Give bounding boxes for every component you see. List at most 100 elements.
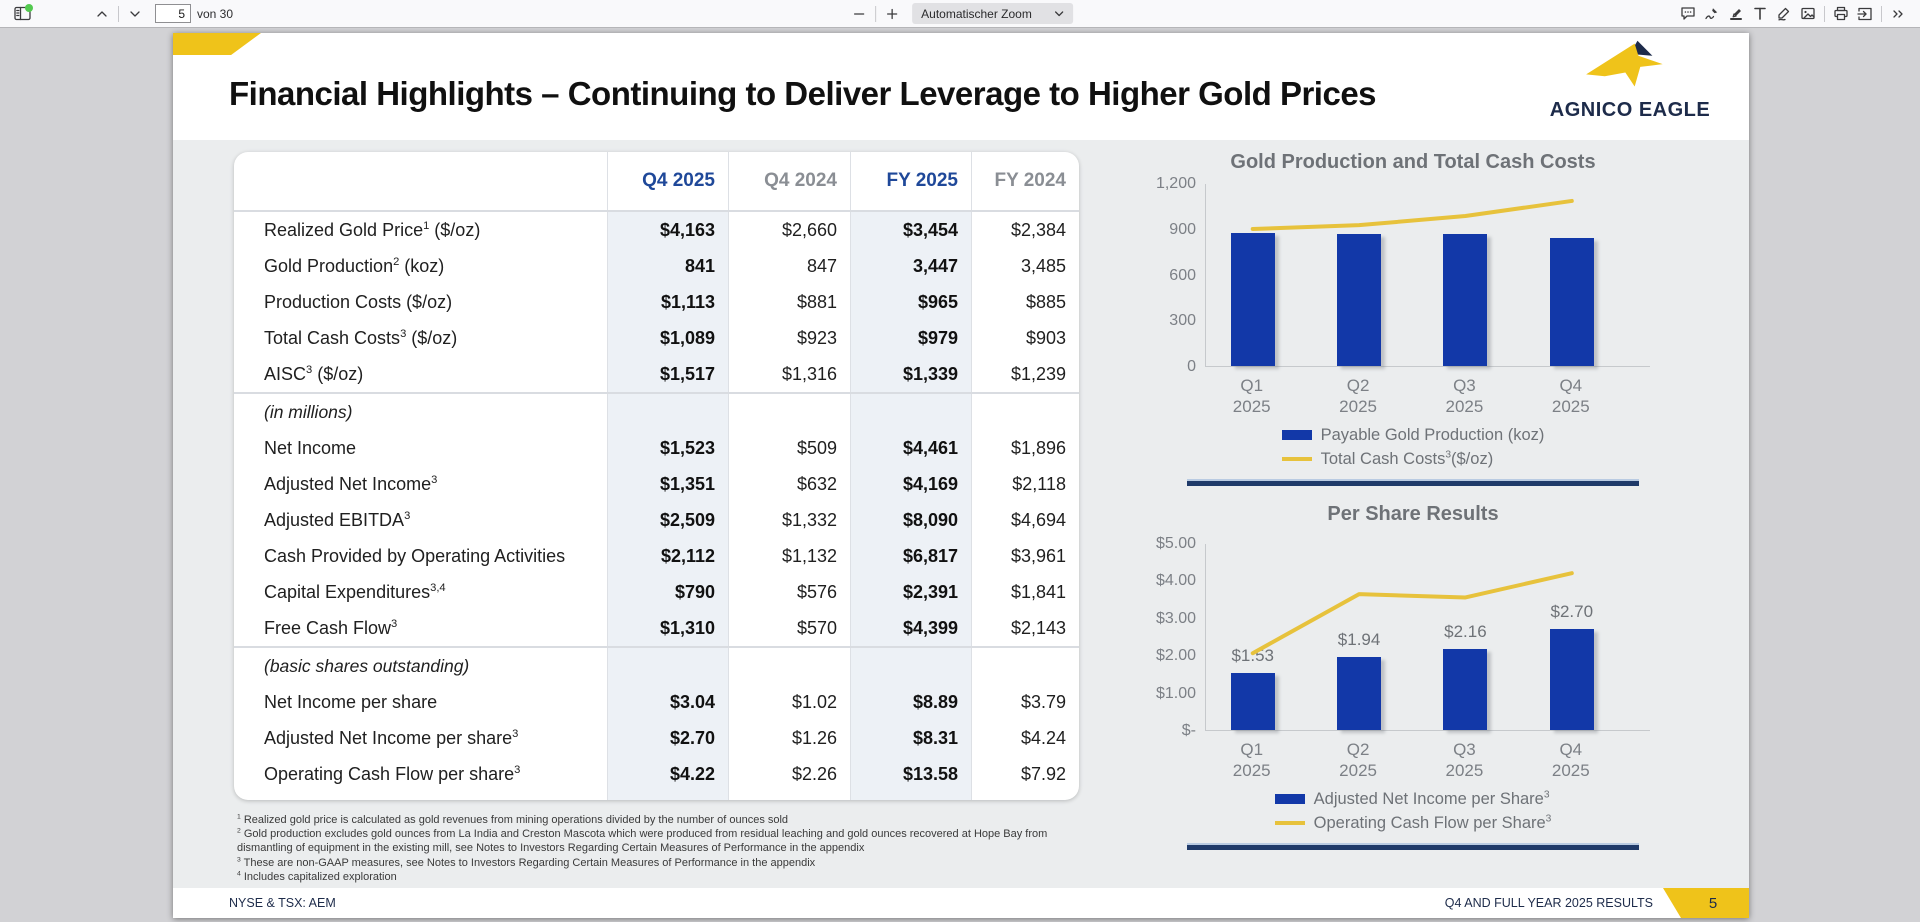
footnote: 3 These are non-GAAP measures, see Notes…: [237, 855, 816, 869]
row-label: Adjusted EBITDA3: [264, 509, 411, 530]
x-axis-labels: Q1 2025 Q2 2025 Q3 2025 Q4 2025: [1205, 731, 1650, 781]
table-cell: $903: [1025, 327, 1066, 348]
row-label: Net Income: [264, 437, 357, 458]
table-cell: $979: [917, 327, 958, 348]
table-cell: $7.92: [1020, 763, 1066, 784]
table-cell: $965: [917, 291, 958, 312]
toggle-sidebar-button[interactable]: [10, 2, 34, 26]
highlighter-icon: [1730, 9, 1742, 20]
plot-area: 0 300 600 900 1,200: [1156, 175, 1650, 375]
row-label: Realized Gold Price1 ($/oz): [264, 219, 481, 240]
chart-legend: Payable Gold Production (koz) Total Cash …: [1153, 423, 1673, 471]
table-cell: $1,310: [659, 617, 715, 638]
line-series: [1250, 198, 1574, 231]
table-cell: $4,461: [902, 437, 958, 458]
comment-tool-button[interactable]: [1676, 2, 1700, 26]
y-axis-tick-label: $4.00: [1155, 572, 1196, 590]
legend-item: Adjusted Net Income per Share3: [1274, 787, 1552, 811]
notification-dot-icon: [25, 3, 33, 12]
table-cell: $881: [796, 291, 837, 312]
column-shading: [851, 212, 971, 800]
table-cell: $2.70: [669, 727, 715, 748]
table-cell: $1,089: [659, 327, 715, 348]
row-label: Free Cash Flow3: [264, 617, 398, 638]
save-button[interactable]: [1853, 2, 1877, 26]
table-cell: $1,896: [1010, 437, 1066, 458]
x-axis-tick-label: Q1 2025: [1232, 376, 1271, 417]
image-tool-button[interactable]: [1796, 2, 1820, 26]
toolbar-separator: [875, 5, 877, 22]
table-cell: 847: [806, 255, 837, 276]
table-row: Adjusted Net Income per share3 $2.70 $1.26…: [234, 720, 1079, 756]
more-tools-button[interactable]: [1886, 2, 1910, 26]
y-axis-tick-label: 0: [1187, 358, 1196, 375]
table-section-divider: [234, 646, 1079, 648]
eagle-icon: [1586, 40, 1663, 87]
y-axis-tick-label: $3.00: [1155, 609, 1196, 627]
table-cell: $2,143: [1010, 617, 1066, 638]
zoom-level-select[interactable]: Automatischer Zoom: [912, 3, 1073, 24]
signature-tool-button[interactable]: [1700, 2, 1724, 26]
table-cell: $2,118: [1012, 473, 1066, 494]
text-tool-button[interactable]: [1748, 2, 1772, 26]
bar: [1443, 234, 1488, 366]
print-button[interactable]: [1829, 2, 1853, 26]
gold-ribbon: [173, 33, 261, 55]
table-cell: $576: [796, 581, 837, 602]
bar: [1549, 629, 1594, 730]
table-cell: $3.79: [1020, 691, 1066, 712]
chart-divider: [1187, 479, 1639, 486]
row-label: Net Income per share: [264, 691, 438, 712]
highlight-tool-button[interactable]: [1724, 2, 1748, 26]
next-page-button[interactable]: [123, 2, 147, 26]
table-cell: $2,660: [781, 219, 837, 240]
table-row: Gold Production2 (koz) 841 847 3,447 3,485: [234, 248, 1079, 284]
chevron-up-icon: [97, 10, 107, 17]
previous-page-button[interactable]: [90, 2, 114, 26]
chart-legend: Adjusted Net Income per Share3 Operating …: [1153, 787, 1673, 835]
legend-bar-swatch-icon: [1281, 430, 1312, 440]
table-cell: $1,316: [781, 363, 837, 384]
footnote: 4 Includes capitalized exploration: [237, 870, 397, 883]
table-cell: $923: [796, 327, 837, 348]
y-axis-tick-label: 300: [1169, 312, 1196, 330]
y-axis-tick-label: $2.00: [1155, 647, 1196, 665]
table-cell: $1,132: [781, 545, 837, 566]
page-number-input[interactable]: [155, 4, 191, 23]
zoom-in-button[interactable]: [880, 2, 904, 26]
table-cell: $4,169: [902, 473, 958, 494]
draw-tool-button[interactable]: [1772, 2, 1796, 26]
chart-divider: [1187, 843, 1639, 850]
zoom-out-button[interactable]: [847, 2, 871, 26]
table-cell: $3,961: [1010, 545, 1066, 566]
chart-legend-box: Adjusted Net Income per Share3 Operating …: [1274, 787, 1552, 835]
table-cell: $13.58: [902, 763, 958, 784]
x-axis-tick-label: Q2 2025: [1339, 740, 1377, 781]
column-divider: [607, 152, 608, 800]
table-cell: $4.22: [669, 763, 715, 784]
table-cell: $6,817: [902, 545, 958, 566]
legend-item: Payable Gold Production (koz): [1281, 423, 1544, 447]
legend-item: Total Cash Costs3($/oz): [1281, 447, 1545, 471]
legend-line-swatch-icon: [1274, 821, 1305, 825]
table-cell: $1,351: [659, 473, 715, 494]
table-cell: 3,447: [912, 255, 958, 276]
download-icon: [1857, 7, 1872, 21]
table-cell: $2,391: [902, 581, 958, 602]
table-row: Production Costs ($/oz) $1,113 $881 $965 $88…: [234, 284, 1079, 320]
table-cell: $1,239: [1010, 363, 1066, 384]
chevron-down-icon: [1054, 10, 1064, 16]
table-section-label-row: (basic shares outstanding): [234, 648, 1079, 684]
table-section-label-row: (in millions): [234, 394, 1079, 430]
y-axis-tick-label: $1.00: [1155, 684, 1196, 702]
table-row: Net Income $1,523 $509 $4,461 $1,896: [234, 430, 1079, 466]
pen-icon: [1778, 7, 1790, 21]
bar: [1443, 649, 1488, 730]
row-label: Total Cash Costs3 ($/oz): [264, 327, 458, 348]
slide-footer: NYSE & TSX: AEM Q4 AND FULL YEAR 2025 RE…: [173, 888, 1749, 918]
row-label: Adjusted Net Income3: [264, 473, 438, 494]
table-cell: $885: [1025, 291, 1066, 312]
presentation-title-label: Q4 AND FULL YEAR 2025 RESULTS: [1444, 896, 1653, 910]
y-axis-tick-label: $-: [1181, 722, 1196, 739]
table-cell: $1,113: [660, 291, 715, 312]
